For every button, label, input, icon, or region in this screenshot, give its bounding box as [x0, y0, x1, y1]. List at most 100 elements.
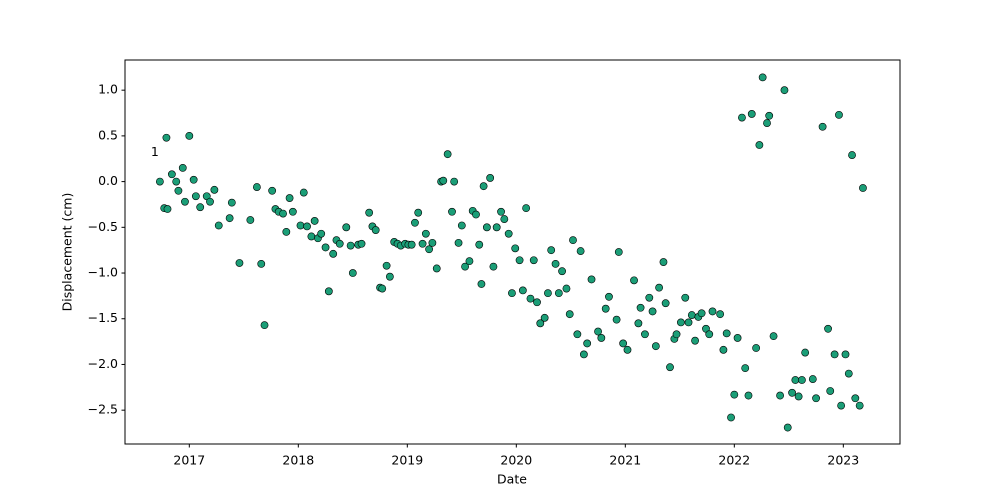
data-point: [191, 192, 200, 201]
data-point: [614, 248, 623, 256]
data-point: [769, 332, 778, 341]
data-point: [763, 119, 771, 127]
data-point: [808, 375, 817, 383]
data-point: [727, 413, 735, 422]
x-tick-label: 2023: [827, 453, 859, 468]
data-point: [630, 276, 638, 285]
data-point: [677, 318, 685, 327]
data-point: [565, 310, 574, 319]
data-point: [522, 204, 531, 213]
y-tick-label: −2.0: [88, 356, 118, 371]
data-point: [533, 298, 541, 307]
data-point: [482, 223, 491, 232]
data-point: [540, 313, 549, 322]
x-axis-label: Date: [497, 472, 527, 487]
data-point: [282, 227, 291, 236]
data-point: [178, 163, 187, 172]
data-point: [296, 221, 305, 230]
data-point: [443, 150, 452, 159]
data-point: [544, 289, 552, 298]
data-point: [454, 238, 463, 247]
data-point: [206, 197, 214, 206]
data-point: [465, 257, 474, 266]
data-point: [185, 131, 194, 140]
data-point: [310, 217, 319, 225]
data-point: [848, 151, 856, 159]
data-point: [747, 110, 756, 118]
plot-frame: [124, 59, 901, 445]
data-point: [172, 177, 181, 186]
data-point: [655, 283, 664, 292]
data-point: [346, 241, 355, 250]
data-point: [477, 280, 486, 288]
data-point: [612, 315, 621, 324]
data-point: [812, 394, 820, 403]
data-point: [189, 175, 198, 184]
y-tick-label: −0.5: [88, 219, 118, 234]
data-point: [716, 310, 725, 319]
data-point: [594, 327, 602, 336]
x-tick-label: 2018: [282, 453, 314, 468]
data-point: [357, 239, 366, 248]
data-point: [225, 214, 234, 223]
data-point: [569, 236, 577, 245]
y-tick-label: 1.0: [98, 82, 118, 97]
data-point: [623, 345, 632, 354]
data-point: [722, 329, 731, 338]
data-point: [155, 177, 164, 186]
data-point: [776, 391, 784, 400]
data-point: [317, 229, 326, 238]
data-point: [492, 223, 501, 232]
data-point: [385, 272, 394, 281]
data-point: [448, 207, 456, 216]
data-point: [497, 207, 505, 216]
data-point: [536, 319, 545, 328]
data-point: [583, 339, 592, 348]
data-point: [645, 293, 654, 302]
data-point: [579, 350, 588, 359]
data-point: [515, 256, 524, 265]
data-point: [457, 221, 466, 230]
data-point: [425, 245, 434, 254]
data-point: [705, 330, 714, 339]
data-point: [837, 401, 846, 410]
y-tick-label: 0.5: [98, 127, 118, 142]
data-point: [342, 223, 351, 232]
data-point: [321, 243, 330, 252]
data-point: [461, 262, 469, 271]
data-point: [303, 222, 311, 231]
data-point: [681, 293, 690, 302]
data-point: [214, 221, 223, 230]
data-point: [500, 215, 509, 223]
data-point: [260, 321, 269, 330]
data-point: [307, 232, 316, 241]
data-point: [794, 392, 803, 401]
y-axis-label: Displacement (cm): [60, 193, 75, 312]
data-point: [508, 289, 516, 298]
data-point: [691, 336, 699, 345]
data-point: [666, 363, 674, 372]
data-point: [235, 259, 244, 267]
data-point: [651, 342, 660, 351]
data-point: [801, 348, 810, 357]
data-point: [788, 388, 796, 397]
data-point: [605, 292, 613, 301]
data-point: [511, 244, 520, 253]
data-point: [421, 229, 430, 238]
data-point: [851, 394, 860, 403]
data-point: [418, 239, 427, 248]
data-point: [365, 208, 374, 217]
data-point: [708, 307, 717, 316]
data-point: [479, 182, 488, 191]
data-point: [780, 86, 789, 95]
data-point: [268, 186, 277, 195]
data-point: [472, 210, 480, 219]
data-point: [486, 174, 495, 182]
data-point: [181, 197, 189, 206]
data-point: [162, 133, 171, 142]
data-point: [257, 259, 266, 268]
data-point: [576, 247, 585, 255]
y-tick-label: −1.0: [88, 265, 118, 280]
x-tick-label: 2020: [500, 453, 532, 468]
data-point: [529, 256, 538, 265]
